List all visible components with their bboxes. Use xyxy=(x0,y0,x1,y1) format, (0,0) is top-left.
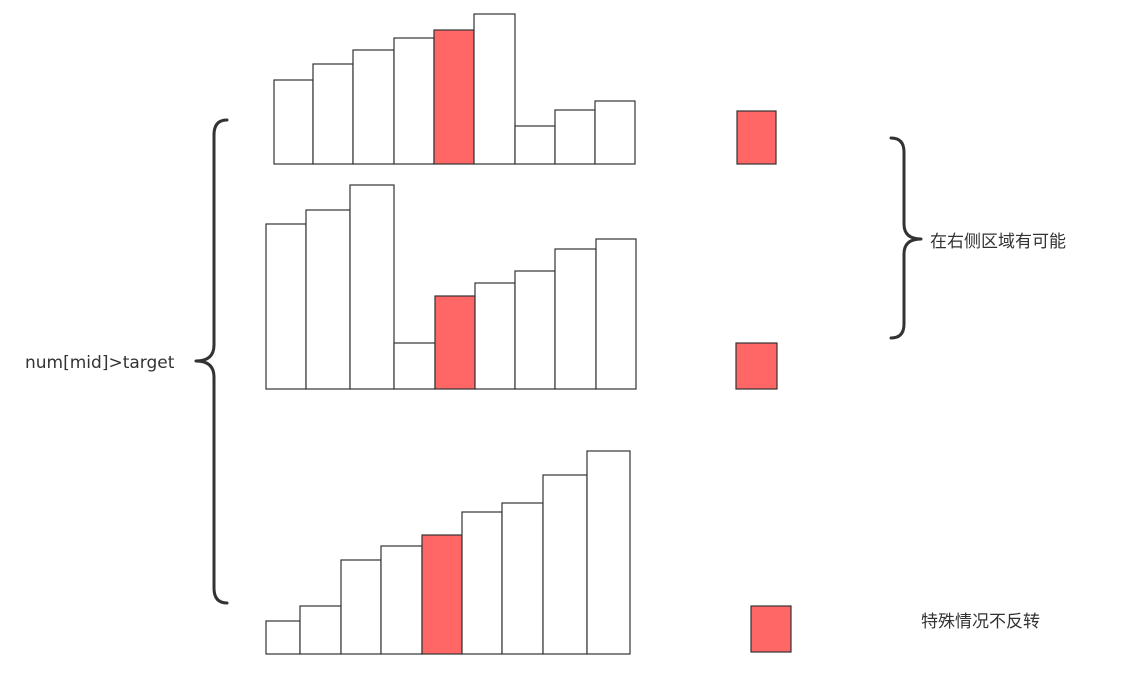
array-bar xyxy=(514,270,556,390)
array-bar xyxy=(349,184,395,390)
array-bar xyxy=(340,559,382,655)
mid-bar xyxy=(433,29,475,165)
array-bar xyxy=(299,605,342,655)
array-bar xyxy=(273,79,314,165)
array-bar xyxy=(594,100,636,165)
array-bar xyxy=(542,474,588,655)
left-brace-label: num[mid]>target xyxy=(25,353,175,373)
array-bar xyxy=(595,238,637,390)
array-bar xyxy=(393,342,436,390)
array-bar xyxy=(265,223,307,390)
bar-group-rotated-2 xyxy=(265,184,637,390)
array-bar xyxy=(312,63,354,165)
mid-bar xyxy=(434,295,476,390)
special-case-label: 特殊情况不反转 xyxy=(921,612,1040,632)
array-bar xyxy=(501,502,544,655)
mid-bar xyxy=(421,534,463,655)
bar-group-sorted xyxy=(265,450,631,655)
right-brace xyxy=(889,136,923,340)
marker-square-1 xyxy=(736,110,777,165)
left-brace xyxy=(194,118,229,605)
array-bar xyxy=(380,545,423,655)
array-bar xyxy=(514,125,556,165)
array-bar xyxy=(554,109,596,165)
right-brace-label: 在右侧区域有可能 xyxy=(930,232,1066,252)
array-bar xyxy=(352,49,395,165)
bar-group-rotated-1 xyxy=(273,13,636,165)
array-bar xyxy=(473,13,516,165)
marker-square-2 xyxy=(735,342,778,390)
array-bar xyxy=(554,248,597,390)
array-bar xyxy=(265,620,301,655)
array-bar xyxy=(474,282,516,390)
marker-square-3 xyxy=(750,605,792,653)
array-bar xyxy=(305,209,351,390)
array-bar xyxy=(461,511,503,655)
array-bar xyxy=(586,450,631,655)
array-bar xyxy=(393,37,435,165)
